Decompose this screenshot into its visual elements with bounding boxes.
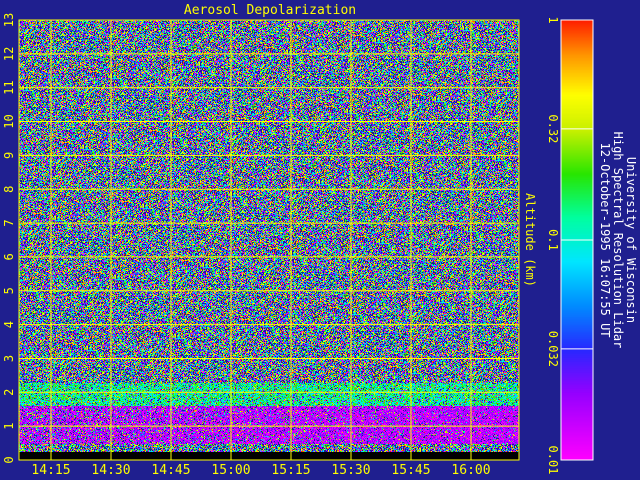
plot-frame	[18, 19, 520, 461]
y-tick-label: 8	[2, 186, 16, 193]
colorbar-tick-label: 0.1	[546, 229, 560, 251]
y-axis-label: Altitude (km)	[523, 193, 537, 287]
y-tick-label: 12	[2, 47, 16, 61]
colorbar-ticks: 1 0.32 0.1 0.032 0.01	[546, 16, 594, 475]
y-tick-label: 1	[2, 423, 16, 430]
y-tick-label: 10	[2, 114, 16, 128]
caption-line-3: 12-October-1995 16:07:55 UT	[598, 142, 612, 337]
chart-title: Aerosol Depolarization	[184, 3, 356, 18]
x-tick-label: 14:30	[91, 463, 130, 478]
x-tick-label: 14:45	[151, 463, 190, 478]
y-tick-label: 7	[2, 219, 16, 226]
x-tick-label: 15:15	[271, 463, 310, 478]
x-axis-ticks: 14:15 14:30 14:45 15:00 15:15 15:30 15:45 16:00	[31, 463, 490, 478]
y-tick-label: 6	[2, 253, 16, 260]
colorbar-tick-label: 1	[546, 16, 560, 23]
colorbar-tick-label: 0.032	[546, 331, 560, 367]
y-tick-label: 3	[2, 355, 16, 362]
y-tick-label: 9	[2, 152, 16, 159]
y-tick-label: 4	[2, 321, 16, 328]
x-tick-label: 16:00	[451, 463, 490, 478]
x-tick-label: 14:15	[31, 463, 70, 478]
x-tick-label: 15:30	[331, 463, 370, 478]
caption-line-1: University of Wisconsin	[624, 157, 638, 323]
y-tick-label: 2	[2, 389, 16, 396]
x-tick-label: 15:00	[211, 463, 250, 478]
y-tick-label: 0	[2, 456, 16, 463]
x-tick-label: 15:45	[391, 463, 430, 478]
colorbar-tick-label: 0.32	[546, 114, 560, 143]
y-tick-label: 5	[2, 287, 16, 294]
grid	[18, 19, 520, 461]
y-tick-label: 11	[2, 80, 16, 94]
y-tick-label: 13	[2, 13, 16, 27]
depolarization-heatmap	[19, 20, 519, 460]
caption-line-2: High Spectral Resolution Lidar	[611, 132, 625, 349]
colorbar-tick-label: 0.01	[546, 446, 560, 475]
